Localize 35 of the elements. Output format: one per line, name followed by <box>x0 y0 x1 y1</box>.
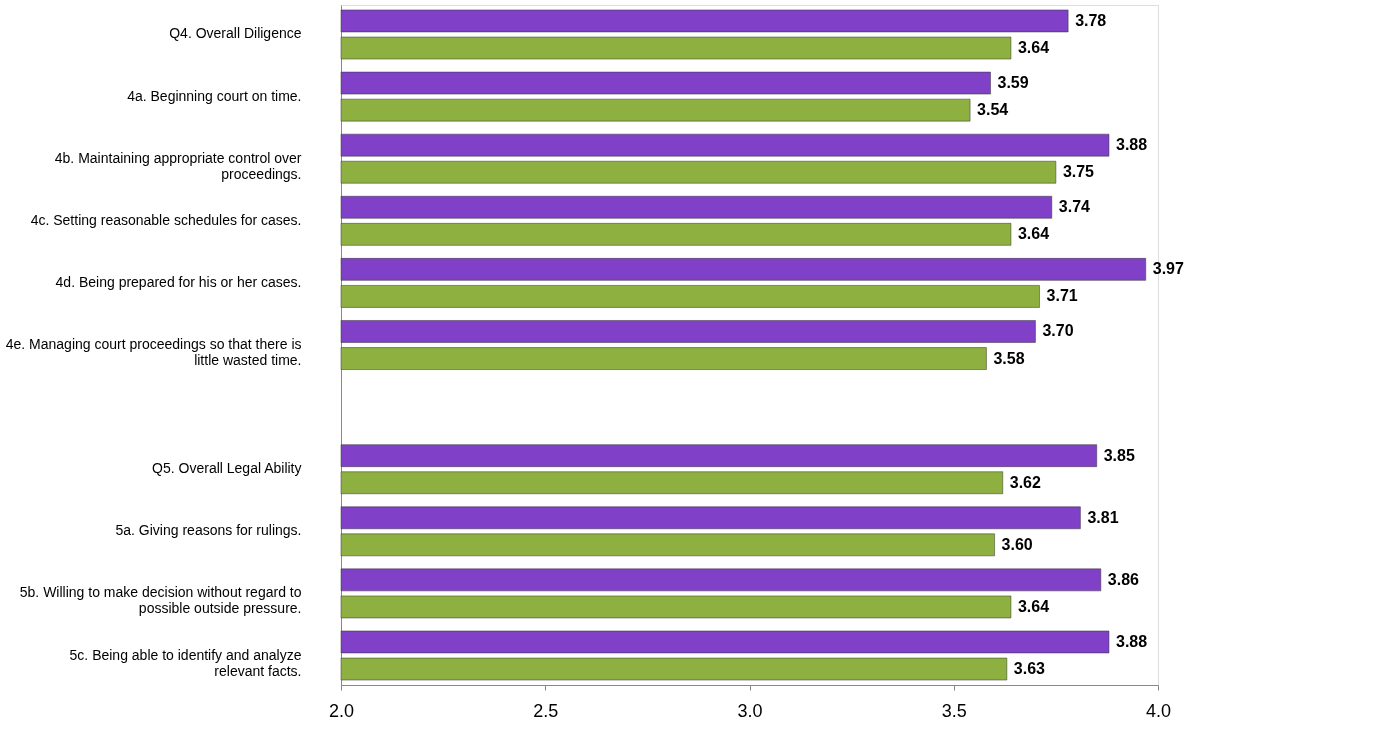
data-label: 3.81 <box>1087 508 1119 526</box>
data-label: 3.70 <box>1042 322 1074 340</box>
y-tick-label: 4c. Setting reasonable schedules for cases. <box>30 211 302 228</box>
x-tick-label: 4.0 <box>1145 700 1172 721</box>
data-label: 3.63 <box>1013 660 1046 678</box>
data-label: 3.74 <box>1058 198 1091 216</box>
y-tick-label: 5a. Giving reasons for rulings. <box>115 522 302 539</box>
y-tick-label: Q4. Overall Diligence <box>169 25 302 42</box>
x-tick-label: 3.5 <box>941 700 967 721</box>
y-tick-label: Q5. Overall Legal Ability <box>152 460 302 477</box>
data-label: 3.75 <box>1062 163 1095 181</box>
data-label: 3.60 <box>1001 535 1033 553</box>
x-tick-label: 2.5 <box>533 700 559 721</box>
y-tick-label: 4b. Maintaining appropriate control over proceedings. <box>54 149 302 182</box>
data-label: 3.54 <box>977 101 1009 119</box>
y-tick-label: 4e. Managing court proceedings so that there is little wasted time. <box>5 336 302 368</box>
y-tick-label: 4a. Beginning court on time. <box>127 87 302 104</box>
y-tick-label: 4d. Being prepared for his or her cases. <box>55 273 302 290</box>
data-label: 3.78 <box>1075 11 1107 29</box>
y-tick-label: 5b. Willing to make decision without regard to possible outside pressure. <box>19 584 302 617</box>
data-label: 3.59 <box>997 74 1029 92</box>
data-label: 3.88 <box>1115 136 1148 154</box>
data-label: 3.58 <box>993 349 1025 367</box>
data-label: 3.88 <box>1115 632 1148 650</box>
data-label: 3.86 <box>1107 570 1140 588</box>
data-label: 3.71 <box>1046 287 1078 305</box>
y-tick-label: 5c. Being able to identify and analyze relevant facts. <box>69 646 302 679</box>
x-tick-label: 3.0 <box>737 700 763 721</box>
data-label: 3.97 <box>1152 260 1184 278</box>
data-label: 3.64 <box>1017 597 1050 615</box>
data-label: 3.85 <box>1103 446 1135 464</box>
x-tick-label: 2.0 <box>328 700 355 721</box>
data-label: 3.64 <box>1017 39 1050 57</box>
data-label: 3.62 <box>1009 473 1042 491</box>
data-label: 3.64 <box>1017 225 1050 243</box>
